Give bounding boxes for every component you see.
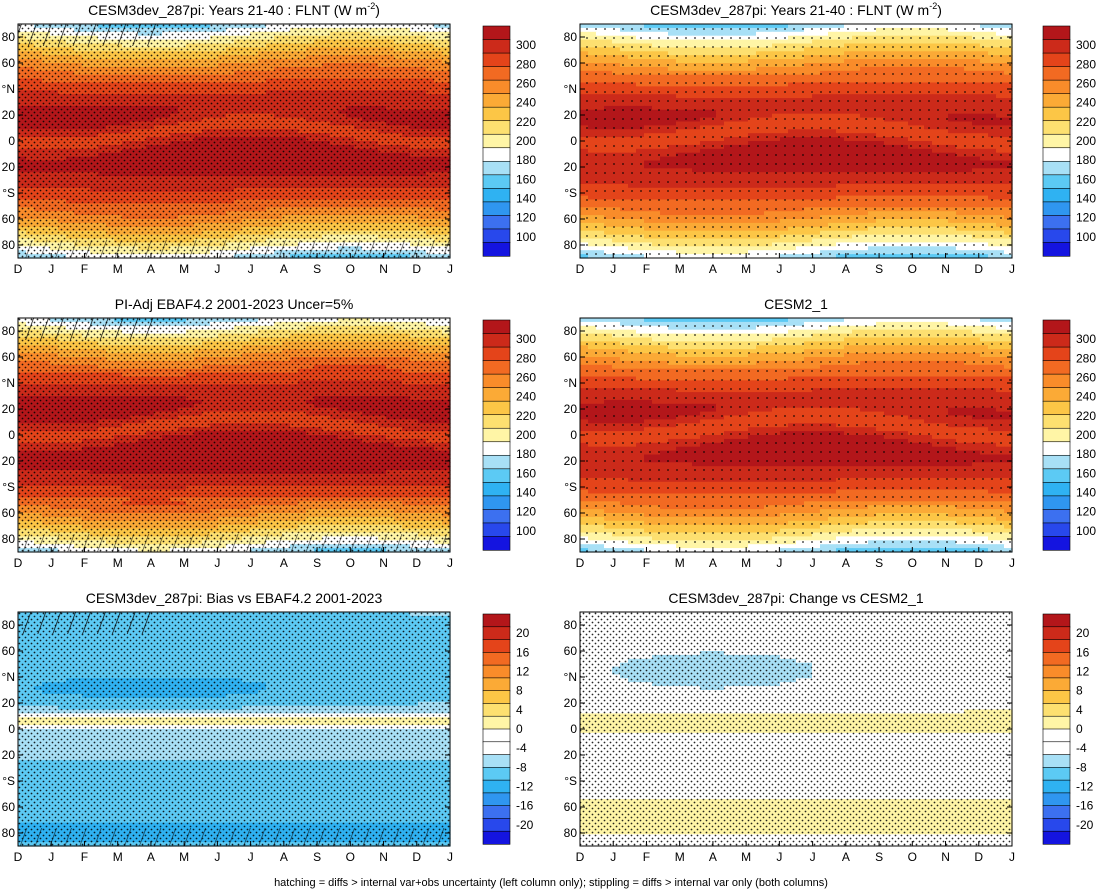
x-tick-label: J xyxy=(447,262,453,276)
x-tick-label: D xyxy=(412,262,421,276)
y-tick-label: 80 xyxy=(2,238,16,252)
x-tick-label: J xyxy=(214,262,220,276)
y-tick-label: 20 xyxy=(2,160,16,174)
hatching-overlay xyxy=(18,24,157,46)
colorbar-swatch xyxy=(482,79,511,95)
colorbar-label: 160 xyxy=(516,172,536,186)
colorbar-swatch xyxy=(482,133,511,149)
y-tick-label: 20 xyxy=(2,108,16,122)
colorbar-label: 140 xyxy=(516,192,536,206)
x-tick-label: A xyxy=(280,262,288,276)
x-tick-label: N xyxy=(379,262,388,276)
colorbar-swatch xyxy=(482,228,511,244)
colorbar-swatch xyxy=(482,106,511,122)
colorbar-swatch xyxy=(482,147,511,162)
colorbar-swatch xyxy=(482,93,511,108)
colorbar: 300 280 260 240 220 200 180 160 140 120 100 xyxy=(482,25,536,257)
colorbar-label: 300 xyxy=(516,38,536,52)
colorbar-label: 220 xyxy=(516,115,536,129)
colorbar-swatch xyxy=(482,120,511,135)
colorbar-swatch xyxy=(482,188,511,203)
y-tick-label: 0 xyxy=(8,134,15,148)
colorbar-label: 260 xyxy=(516,77,536,91)
y-tick-label: 60 xyxy=(2,212,16,226)
colorbar-swatch xyxy=(482,25,511,41)
colorbar-swatch xyxy=(482,160,511,176)
y-tick-label: °N xyxy=(2,82,15,96)
stippling-overlay xyxy=(18,24,450,258)
x-tick-label: F xyxy=(81,262,88,276)
colorbar-swatch xyxy=(482,66,511,81)
colorbar-swatch xyxy=(482,242,511,257)
x-tick-label: J xyxy=(248,262,254,276)
x-tick-label: J xyxy=(48,262,54,276)
y-tick-label: 80 xyxy=(2,30,16,44)
colorbar-label: 180 xyxy=(516,153,536,167)
x-tick-label: D xyxy=(14,262,23,276)
colorbar-swatch xyxy=(482,215,511,230)
x-tick-label: S xyxy=(313,262,321,276)
colorbar-label: 240 xyxy=(516,96,536,110)
colorbar-label: 200 xyxy=(516,134,536,148)
colorbar-swatch xyxy=(482,39,511,54)
colorbar-swatch xyxy=(482,201,511,217)
panel-title: CESM3dev_287pi: Years 21-40 : FLNT (W m-… xyxy=(88,1,380,18)
x-tick-label: A xyxy=(147,262,155,276)
colorbar-label: 120 xyxy=(516,211,536,225)
x-tick-label: M xyxy=(179,262,189,276)
y-tick-label: °S xyxy=(2,186,15,200)
colorbar-swatch xyxy=(482,174,511,189)
colorbar-swatch xyxy=(482,52,511,68)
colorbar-label: 100 xyxy=(516,230,536,244)
y-tick-label: 60 xyxy=(2,56,16,70)
hatching-overlay xyxy=(18,240,450,258)
colorbar-label: 280 xyxy=(516,57,536,71)
x-tick-label: O xyxy=(346,262,355,276)
x-tick-label: M xyxy=(113,262,123,276)
